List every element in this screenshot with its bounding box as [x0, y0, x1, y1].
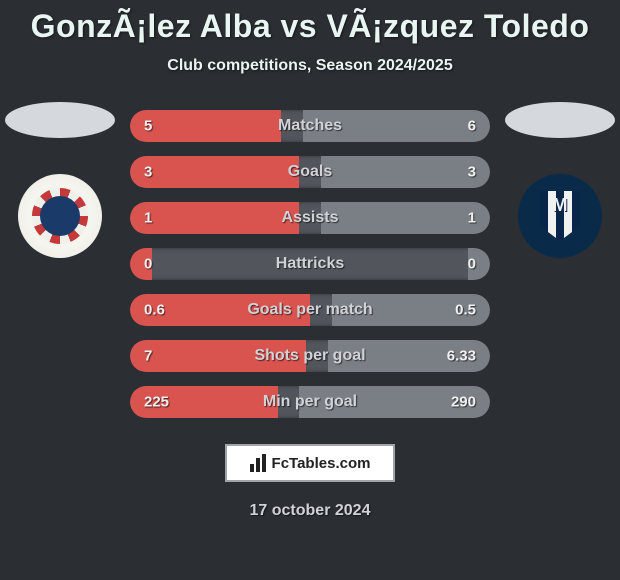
stat-value-right: 6	[468, 118, 476, 135]
stat-row: 1 1 Assists	[130, 202, 490, 234]
stat-value-left: 3	[144, 164, 152, 181]
stat-value-right: 3	[468, 164, 476, 181]
stat-row: 0 0 Hattricks	[130, 248, 490, 280]
stat-label: Goals per match	[247, 301, 372, 319]
stat-value-right: 0	[468, 256, 476, 273]
stat-value-left: 0	[144, 256, 152, 273]
stats-bars: 56Matches33Goals11Assists00Hattricks0.60…	[130, 110, 490, 418]
stat-value-left: 0.6	[144, 302, 165, 319]
stat-value-left: 5	[144, 118, 152, 135]
bar-left-fill	[130, 110, 281, 142]
comparison-panel: 56Matches33Goals11Assists00Hattricks0.60…	[0, 110, 620, 418]
stat-row: 5 6 Matches	[130, 110, 490, 142]
branding-box: FcTables.com	[225, 444, 395, 482]
stat-row: 7 6.33 Shots per goal	[130, 340, 490, 372]
stat-label: Matches	[278, 117, 342, 135]
stat-label: Goals	[288, 163, 332, 181]
player-left-silhouette	[5, 102, 115, 138]
stat-label: Hattricks	[276, 255, 344, 273]
date-label: 17 october 2024	[0, 502, 620, 520]
page-title: GonzÃ¡lez Alba vs VÃ¡zquez Toledo	[0, 0, 620, 45]
bar-left-fill	[130, 156, 299, 188]
stat-label: Min per goal	[263, 393, 357, 411]
player-right-silhouette	[505, 102, 615, 138]
stat-value-left: 1	[144, 210, 152, 227]
stat-value-left: 225	[144, 394, 169, 411]
stat-label: Assists	[282, 209, 339, 227]
stat-row: 0.6 0.5 Goals per match	[130, 294, 490, 326]
branding-text: FcTables.com	[272, 455, 371, 472]
stat-value-right: 0.5	[455, 302, 476, 319]
subtitle: Club competitions, Season 2024/2025	[0, 57, 620, 75]
stat-row: 3 3 Goals	[130, 156, 490, 188]
stat-value-right: 1	[468, 210, 476, 227]
monterrey-crest-icon	[540, 191, 580, 241]
stat-row: 225 290 Min per goal	[130, 386, 490, 418]
club-badge-right	[518, 174, 602, 258]
bar-right-fill	[321, 156, 490, 188]
bar-chart-icon	[250, 454, 268, 472]
bar-left-fill	[130, 202, 299, 234]
guadalajara-crest-icon	[32, 188, 88, 244]
club-badge-left	[18, 174, 102, 258]
stat-value-right: 290	[451, 394, 476, 411]
bar-right-fill	[321, 202, 490, 234]
stat-value-left: 7	[144, 348, 152, 365]
stat-label: Shots per goal	[254, 347, 365, 365]
stat-value-right: 6.33	[447, 348, 476, 365]
